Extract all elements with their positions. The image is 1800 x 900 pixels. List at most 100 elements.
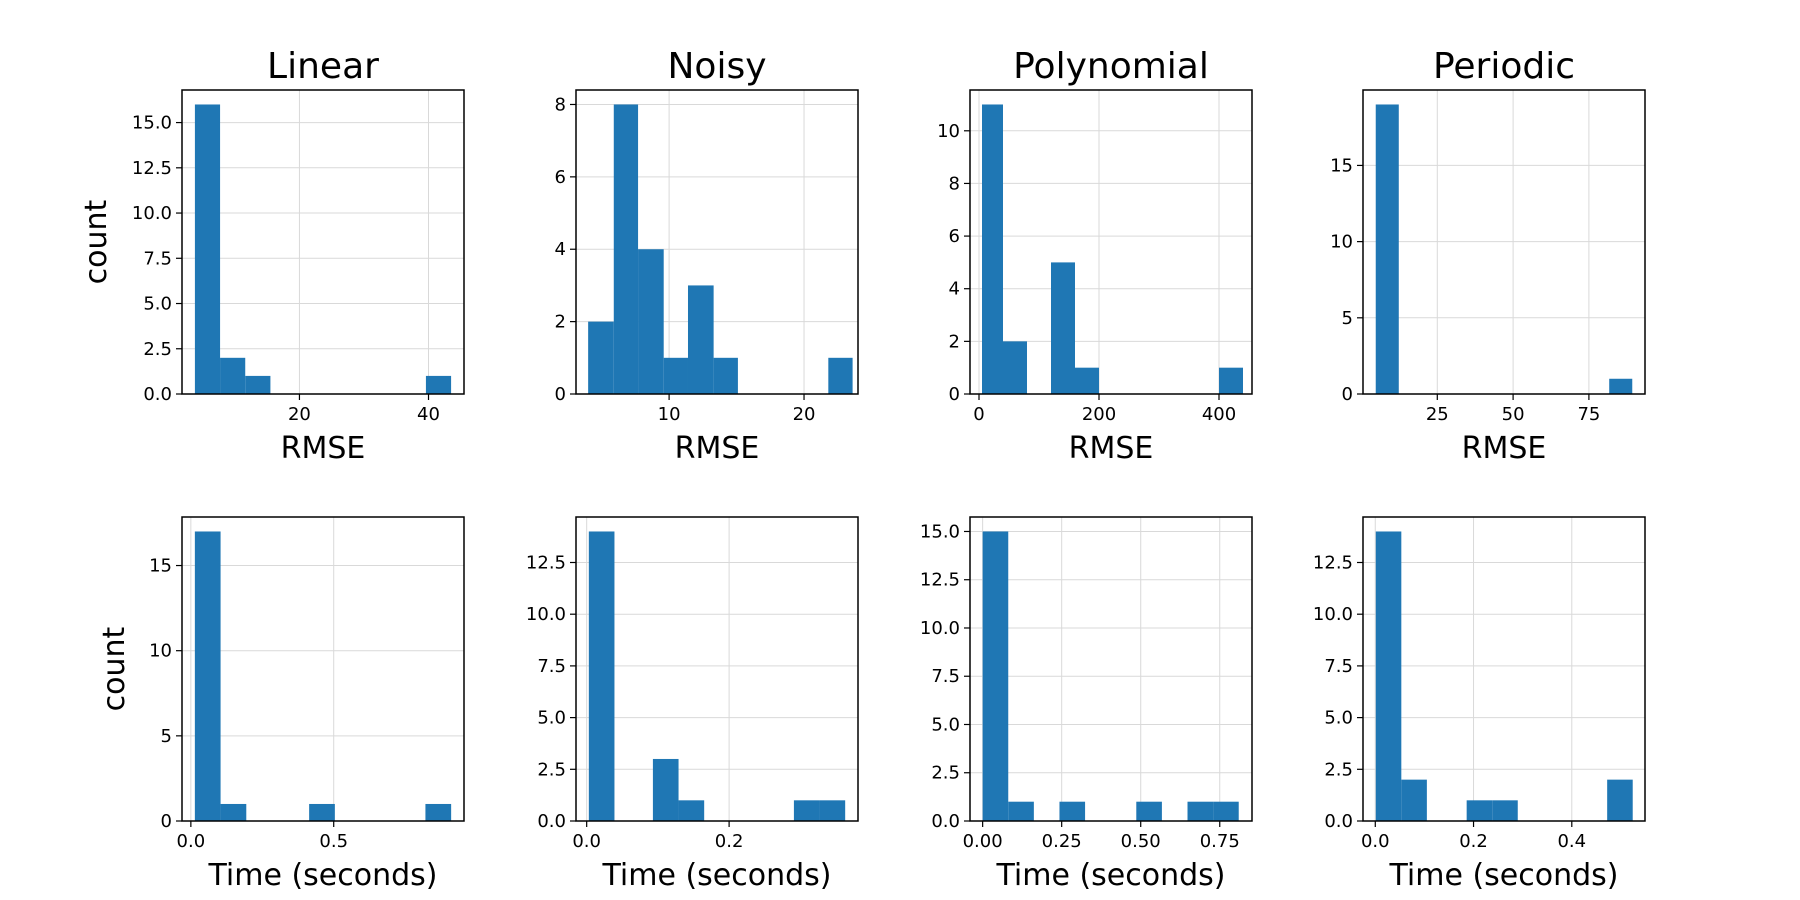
histogram-bar bbox=[1059, 801, 1086, 821]
histogram-bar bbox=[1051, 262, 1075, 394]
x-tick-label: 0.75 bbox=[1200, 831, 1240, 852]
y-tick-label: 0.0 bbox=[1324, 811, 1353, 832]
y-tick-label: 6 bbox=[949, 226, 960, 247]
axes-frame bbox=[969, 516, 1253, 822]
histogram-bar bbox=[245, 375, 271, 394]
histogram-bar bbox=[220, 357, 246, 394]
y-tick-label: 12.5 bbox=[526, 552, 566, 573]
y-tick-label: 10.0 bbox=[132, 203, 172, 224]
y-axis-label: count bbox=[79, 199, 114, 284]
subplot-2: 10 20 0 2 4 6 8 Noisy RMSE bbox=[555, 46, 859, 466]
histogram-bar bbox=[828, 357, 853, 394]
y-tick-label: 7.5 bbox=[143, 248, 172, 269]
histogram-bar bbox=[713, 357, 738, 394]
histogram-bar bbox=[425, 375, 452, 394]
x-tick-label: 0.0 bbox=[177, 831, 206, 852]
x-tick-label: 0.25 bbox=[1042, 831, 1082, 852]
y-tick-label: 12.5 bbox=[920, 570, 960, 591]
histogram-bar bbox=[194, 104, 221, 394]
y-tick-label: 5 bbox=[1342, 308, 1353, 329]
x-tick-label: 0.00 bbox=[963, 831, 1003, 852]
x-tick-label: 75 bbox=[1577, 404, 1600, 425]
x-tick-label: 0.0 bbox=[1361, 831, 1390, 852]
y-tick-label: 8 bbox=[555, 94, 566, 115]
y-tick-label: 0.0 bbox=[537, 811, 566, 832]
x-tick-label: 0 bbox=[973, 404, 984, 425]
y-tick-label: 5 bbox=[161, 726, 172, 747]
y-tick-label: 2 bbox=[555, 312, 566, 333]
histogram-bar bbox=[1609, 378, 1633, 394]
histogram-bar bbox=[652, 758, 679, 821]
histogram-bar bbox=[663, 357, 688, 394]
y-tick-label: 5.0 bbox=[1324, 708, 1353, 729]
axes-frame bbox=[181, 516, 465, 822]
histogram-bar bbox=[1607, 779, 1633, 821]
histogram-bar bbox=[678, 800, 705, 821]
histogram-bar bbox=[1003, 341, 1027, 394]
y-tick-label: 0.0 bbox=[931, 811, 960, 832]
x-tick-label: 0.2 bbox=[715, 831, 744, 852]
subplot-title: Periodic bbox=[1433, 46, 1575, 87]
histogram-bar bbox=[309, 803, 335, 821]
histogram-bar bbox=[1401, 779, 1427, 821]
y-tick-label: 2 bbox=[949, 331, 960, 352]
x-axis-label: RMSE bbox=[1462, 431, 1547, 466]
histogram-bar bbox=[194, 531, 221, 821]
axes-frame bbox=[181, 89, 465, 395]
y-tick-label: 10.0 bbox=[920, 618, 960, 639]
y-tick-label: 2.5 bbox=[1324, 759, 1353, 780]
y-tick-label: 8 bbox=[949, 173, 960, 194]
subplot-title: Linear bbox=[267, 46, 379, 87]
x-tick-label: 20 bbox=[288, 404, 311, 425]
y-tick-label: 0 bbox=[555, 384, 566, 405]
x-axis-label: Time (seconds) bbox=[208, 858, 438, 893]
subplot-7: 0.00 0.25 0.50 0.75 0.0 2.5 5.0 7.5 10.0 12.5 15.0… bbox=[920, 516, 1253, 893]
x-axis-label: RMSE bbox=[675, 431, 760, 466]
y-tick-label: 10 bbox=[937, 121, 960, 142]
y-tick-label: 15.0 bbox=[920, 521, 960, 542]
histogram-bar bbox=[1008, 801, 1034, 821]
y-tick-label: 5.0 bbox=[537, 708, 566, 729]
axes-frame bbox=[1362, 516, 1646, 822]
histogram-bar bbox=[1187, 801, 1214, 821]
y-tick-label: 5.0 bbox=[931, 714, 960, 735]
subplot-5: 0.0 0.5 0 5 10 15 Time (seconds) count bbox=[97, 516, 465, 893]
x-tick-label: 40 bbox=[417, 404, 440, 425]
y-tick-label: 4 bbox=[949, 279, 960, 300]
x-tick-label: 0.50 bbox=[1121, 831, 1161, 852]
y-tick-label: 2.5 bbox=[537, 759, 566, 780]
y-tick-label: 4 bbox=[555, 239, 566, 260]
x-axis-label: Time (seconds) bbox=[996, 858, 1226, 893]
y-tick-label: 7.5 bbox=[1324, 656, 1353, 677]
axes-frame bbox=[575, 89, 859, 395]
x-tick-label: 25 bbox=[1426, 404, 1449, 425]
y-tick-label: 15.0 bbox=[132, 113, 172, 134]
histogram-bar bbox=[588, 321, 614, 394]
y-tick-label: 2.5 bbox=[931, 763, 960, 784]
subplot-8: 0.0 0.2 0.4 0.0 2.5 5.0 7.5 10.0 12.5 Time (secon… bbox=[1313, 516, 1646, 893]
axes-frame bbox=[969, 89, 1253, 395]
histogram-bar bbox=[1375, 104, 1399, 394]
y-tick-label: 10 bbox=[149, 641, 172, 662]
x-tick-label: 20 bbox=[793, 404, 816, 425]
y-tick-label: 7.5 bbox=[537, 656, 566, 677]
x-tick-label: 0.5 bbox=[319, 831, 348, 852]
histogram-bar bbox=[1219, 367, 1243, 394]
y-tick-label: 7.5 bbox=[931, 666, 960, 687]
subplot-title: Noisy bbox=[667, 46, 766, 87]
y-tick-label: 12.5 bbox=[1313, 552, 1353, 573]
x-tick-label: 200 bbox=[1082, 404, 1116, 425]
x-tick-label: 10 bbox=[658, 404, 681, 425]
x-axis-label: RMSE bbox=[1069, 431, 1154, 466]
histogram-bar bbox=[588, 531, 615, 821]
histogram-bar bbox=[982, 531, 1009, 821]
x-tick-label: 400 bbox=[1202, 404, 1236, 425]
histogram-bar bbox=[687, 285, 714, 394]
x-axis-label: RMSE bbox=[281, 431, 366, 466]
subplot-6: 0.0 0.2 0.0 2.5 5.0 7.5 10.0 12.5 Time (seconds) bbox=[526, 516, 859, 893]
subplot-4: 25 50 75 0 5 10 15 Periodic RMSE bbox=[1330, 46, 1646, 466]
y-tick-label: 10.0 bbox=[526, 604, 566, 625]
x-tick-label: 0.2 bbox=[1459, 831, 1488, 852]
y-tick-label: 6 bbox=[555, 167, 566, 188]
histogram-bar bbox=[793, 800, 820, 821]
